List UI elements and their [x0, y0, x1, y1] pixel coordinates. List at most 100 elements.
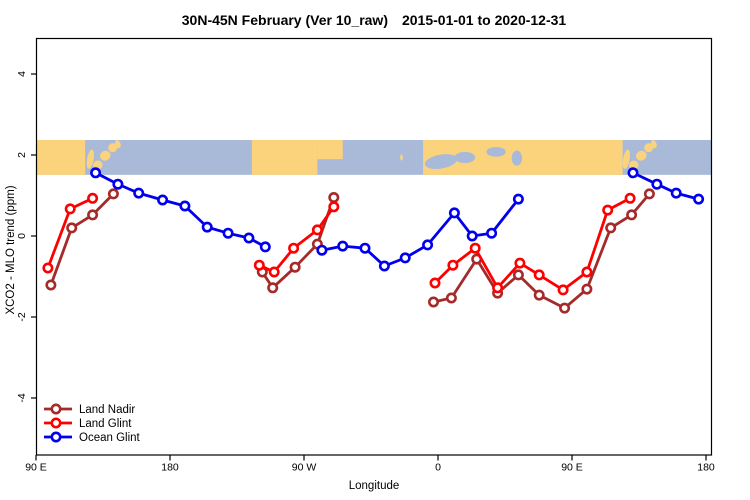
- x-tick-label: 180: [697, 462, 715, 474]
- data-point-marker: [157, 194, 169, 206]
- data-point-marker: [643, 188, 655, 200]
- series-ocean-glint: [90, 167, 705, 272]
- data-point-marker: [670, 187, 682, 199]
- data-point-marker: [222, 227, 234, 239]
- data-series: [42, 167, 705, 314]
- legend-marker: [50, 403, 62, 415]
- map-land: [317, 140, 343, 160]
- x-axis-label: Longitude: [349, 480, 400, 492]
- series-line: [49, 192, 115, 287]
- data-point-marker: [447, 259, 459, 271]
- series-line: [320, 197, 520, 268]
- data-point-marker: [66, 222, 78, 234]
- legend-label: Land Nadir: [79, 404, 135, 416]
- data-point-marker: [514, 257, 526, 269]
- data-point-marker: [512, 193, 524, 205]
- data-point-marker: [624, 192, 636, 204]
- map-land: [36, 140, 86, 175]
- map-sea: [511, 150, 523, 166]
- legend-item-land-glint: Land Glint: [44, 417, 132, 430]
- map-island: [100, 150, 111, 161]
- data-point-marker: [64, 203, 76, 215]
- x-tick-label: 0: [435, 462, 441, 474]
- legend-label: Ocean Glint: [79, 432, 141, 444]
- data-point-marker: [533, 269, 545, 281]
- y-tick-label: -2: [16, 312, 28, 321]
- data-point-marker: [466, 230, 478, 242]
- data-point-marker: [42, 262, 54, 274]
- data-point-marker: [133, 187, 145, 199]
- y-tick-label: 0: [16, 233, 28, 239]
- map-land: [251, 140, 318, 175]
- map-island: [629, 160, 639, 170]
- data-point-marker: [267, 282, 279, 294]
- data-point-marker: [378, 260, 390, 272]
- data-point-marker: [253, 259, 265, 271]
- legend-item-ocean-glint: Ocean Glint: [44, 431, 141, 444]
- map-island: [644, 143, 654, 153]
- data-point-marker: [559, 302, 571, 314]
- data-point-marker: [693, 193, 705, 205]
- data-point-marker: [268, 266, 280, 278]
- data-point-marker: [422, 239, 434, 251]
- data-point-marker: [486, 227, 498, 239]
- latitude-band-map: [36, 140, 712, 175]
- map-island: [114, 140, 121, 149]
- data-point-marker: [243, 232, 255, 244]
- data-point-marker: [557, 284, 569, 296]
- data-point-marker: [289, 261, 301, 273]
- series-line: [631, 171, 700, 201]
- map-island: [650, 140, 657, 149]
- data-point-marker: [288, 242, 300, 254]
- series-land-glint: [42, 192, 636, 296]
- data-point-marker: [179, 200, 191, 212]
- x-tick-label: 180: [161, 462, 179, 474]
- data-point-marker: [427, 296, 439, 308]
- x-tick-label: 90 E: [561, 462, 583, 474]
- data-point-marker: [87, 192, 99, 204]
- y-axis-label: XCO2 - MLO trend (ppm): [5, 185, 17, 314]
- series-land-nadir: [45, 188, 655, 314]
- chart-title-daterange: 2015-01-01 to 2020-12-31: [402, 12, 566, 28]
- data-point-marker: [328, 192, 340, 204]
- data-point-marker: [533, 289, 545, 301]
- map-island: [622, 149, 630, 169]
- data-point-marker: [201, 221, 213, 233]
- legend-marker: [50, 417, 62, 429]
- plot-border: [35, 37, 713, 456]
- map-island: [636, 150, 647, 161]
- data-point-marker: [469, 242, 481, 254]
- axes: 90 E 180 90 W 0 90 E 180 4 2 0 -2 -4: [16, 71, 715, 474]
- map-sea: [486, 146, 506, 157]
- y-tick-label: -4: [16, 393, 28, 402]
- data-point-marker: [337, 240, 349, 252]
- y-tick-label: 4: [16, 71, 28, 77]
- data-point-marker: [112, 178, 124, 190]
- data-point-marker: [107, 188, 119, 200]
- legend-marker: [50, 431, 62, 443]
- data-point-marker: [448, 207, 460, 219]
- data-point-marker: [45, 279, 57, 291]
- data-point-marker: [311, 224, 323, 236]
- x-tick-label: 90 W: [292, 462, 317, 474]
- data-point-marker: [627, 167, 639, 179]
- map-sea: [454, 151, 476, 164]
- series-line: [433, 196, 632, 292]
- data-point-marker: [316, 244, 328, 256]
- data-point-marker: [492, 282, 504, 294]
- map-island: [400, 154, 403, 161]
- data-point-marker: [399, 252, 411, 264]
- data-point-marker: [445, 292, 457, 304]
- data-point-marker: [90, 167, 102, 179]
- data-point-marker: [581, 266, 593, 278]
- data-point-marker: [259, 241, 271, 253]
- data-point-marker: [626, 209, 638, 221]
- data-point-marker: [328, 201, 340, 213]
- data-point-marker: [605, 222, 617, 234]
- chart-title: 30N-45N February (Ver 10_raw) 2015-01-01 …: [182, 12, 567, 28]
- data-point-marker: [429, 277, 441, 289]
- chart-title-left: 30N-45N February (Ver 10_raw): [182, 12, 388, 28]
- data-point-marker: [602, 204, 614, 216]
